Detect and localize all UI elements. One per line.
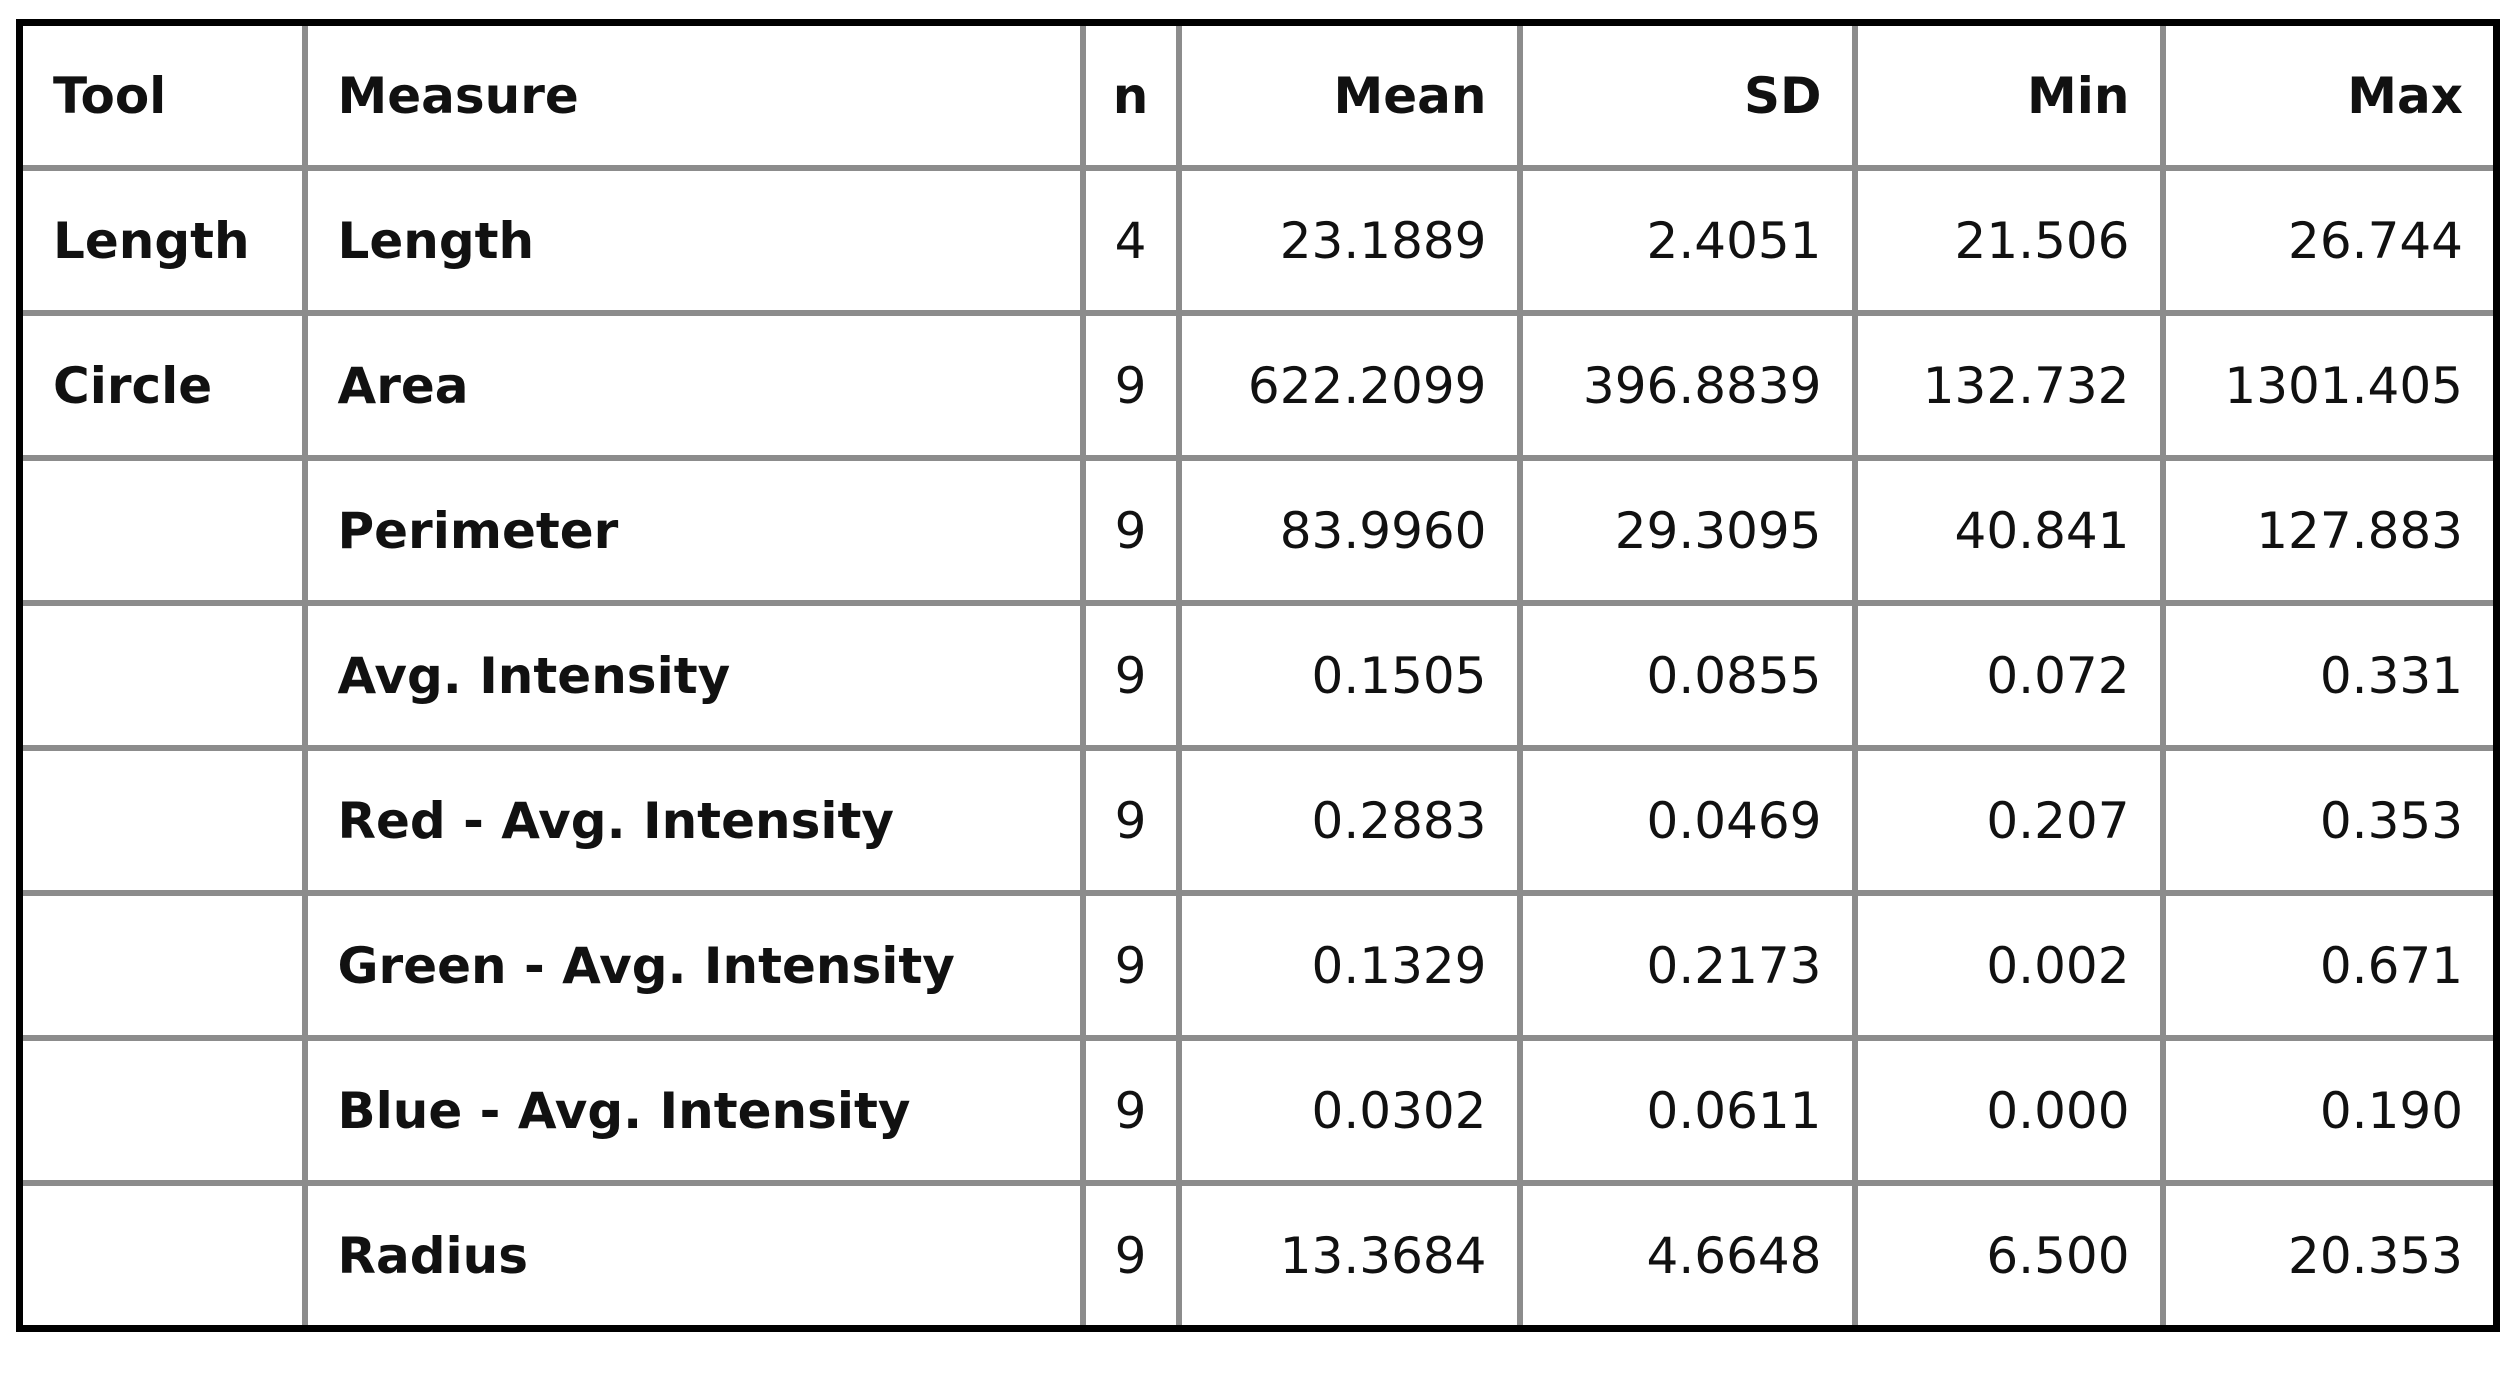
- value-cell: 396.8839: [1516, 310, 1858, 461]
- table-row: Red - Avg. Intensity 9 0.2883 0.0469 0.207 0.…: [16, 745, 2500, 896]
- column-header: Measure: [301, 19, 1086, 171]
- value-cell: 0.0611: [1516, 1035, 1858, 1186]
- value-cell: 26.744: [2159, 165, 2500, 316]
- measure-cell: Length: [301, 165, 1086, 316]
- n-cell: 9: [1079, 455, 1182, 606]
- value-cell: 127.883: [2159, 455, 2500, 606]
- n-cell: 9: [1079, 745, 1182, 896]
- value-cell: 0.0302: [1175, 1035, 1523, 1186]
- column-header: Tool: [16, 19, 308, 171]
- value-cell: 0.1329: [1175, 890, 1523, 1041]
- value-cell: 40.841: [1851, 455, 2166, 606]
- measure-cell: Green - Avg. Intensity: [301, 890, 1086, 1041]
- value-cell: 2.4051: [1516, 165, 1858, 316]
- header-row: Tool Measure n Mean SD Min Max: [16, 19, 2500, 171]
- table-row: Avg. Intensity 9 0.1505 0.0855 0.072 0.331: [16, 600, 2500, 751]
- column-header: SD: [1516, 19, 1858, 171]
- value-cell: 0.671: [2159, 890, 2500, 1041]
- value-cell: 0.1505: [1175, 600, 1523, 751]
- n-cell: 9: [1079, 890, 1182, 1041]
- value-cell: 23.1889: [1175, 165, 1523, 316]
- measure-cell: Red - Avg. Intensity: [301, 745, 1086, 896]
- value-cell: 6.500: [1851, 1180, 2166, 1332]
- value-cell: 20.353: [2159, 1180, 2500, 1332]
- value-cell: 0.002: [1851, 890, 2166, 1041]
- table-row: Green - Avg. Intensity 9 0.1329 0.2173 0.002…: [16, 890, 2500, 1041]
- n-cell: 9: [1079, 1035, 1182, 1186]
- table-row: Perimeter 9 83.9960 29.3095 40.841 127.883: [16, 455, 2500, 606]
- value-cell: 0.190: [2159, 1035, 2500, 1186]
- table-container: Tool Measure n Mean SD Min Max Length Length 4 23…: [16, 19, 2500, 1332]
- table-row: Circle Area 9 622.2099 396.8839 132.732 1301.4…: [16, 310, 2500, 461]
- value-cell: 0.0855: [1516, 600, 1858, 751]
- value-cell: 83.9960: [1175, 455, 1523, 606]
- value-cell: 29.3095: [1516, 455, 1858, 606]
- measure-cell: Blue - Avg. Intensity: [301, 1035, 1086, 1186]
- column-header: n: [1079, 19, 1182, 171]
- column-header: Max: [2159, 19, 2500, 171]
- value-cell: 0.2173: [1516, 890, 1858, 1041]
- table-row: Radius 9 13.3684 4.6648 6.500 20.353: [16, 1180, 2500, 1332]
- value-cell: 0.0469: [1516, 745, 1858, 896]
- n-cell: 9: [1079, 1180, 1182, 1332]
- measure-cell: Avg. Intensity: [301, 600, 1086, 751]
- value-cell: 21.506: [1851, 165, 2166, 316]
- value-cell: 0.000: [1851, 1035, 2166, 1186]
- n-cell: 9: [1079, 310, 1182, 461]
- table-row: Length Length 4 23.1889 2.4051 21.506 26.744: [16, 165, 2500, 316]
- tool-cell: Length: [16, 165, 308, 316]
- tool-cell: [16, 455, 308, 606]
- value-cell: 13.3684: [1175, 1180, 1523, 1332]
- tool-cell: Circle: [16, 310, 308, 461]
- measure-cell: Area: [301, 310, 1086, 461]
- n-cell: 4: [1079, 165, 1182, 316]
- measure-cell: Perimeter: [301, 455, 1086, 606]
- value-cell: 0.072: [1851, 600, 2166, 751]
- column-header: Min: [1851, 19, 2166, 171]
- value-cell: 4.6648: [1516, 1180, 1858, 1332]
- tool-cell: [16, 745, 308, 896]
- value-cell: 0.353: [2159, 745, 2500, 896]
- column-header: Mean: [1175, 19, 1523, 171]
- value-cell: 0.207: [1851, 745, 2166, 896]
- value-cell: 132.732: [1851, 310, 2166, 461]
- table-row: Blue - Avg. Intensity 9 0.0302 0.0611 0.000 0…: [16, 1035, 2500, 1186]
- value-cell: 622.2099: [1175, 310, 1523, 461]
- n-cell: 9: [1079, 600, 1182, 751]
- tool-cell: [16, 1035, 308, 1186]
- value-cell: 0.2883: [1175, 745, 1523, 896]
- value-cell: 0.331: [2159, 600, 2500, 751]
- measure-cell: Radius: [301, 1180, 1086, 1332]
- tool-cell: [16, 890, 308, 1041]
- value-cell: 1301.405: [2159, 310, 2500, 461]
- stats-table: Tool Measure n Mean SD Min Max Length Length 4 23…: [16, 19, 2500, 1332]
- tool-cell: [16, 600, 308, 751]
- tool-cell: [16, 1180, 308, 1332]
